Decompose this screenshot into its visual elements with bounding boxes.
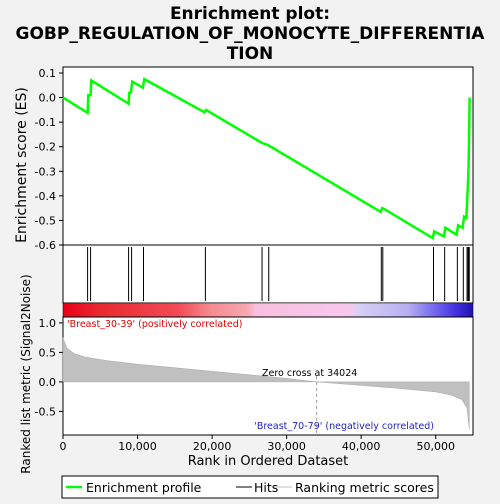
es-y-tick-label: 0.0 (39, 92, 57, 105)
x-tick-label: 30,000 (267, 440, 306, 453)
x-tick-label: 50,000 (416, 440, 455, 453)
legend-enrichment-profile: Enrichment profile (86, 480, 202, 495)
ranked-y-axis: 1.0 0.5 0.0 -0.5 (35, 317, 63, 418)
chart-title-line2: GOBP_REGULATION_OF_MONOCYTE_DIFFERENTIA (16, 24, 486, 44)
ranked-y-tick-label: 0.0 (39, 376, 57, 389)
x-tick-label: 20,000 (193, 440, 232, 453)
hits-markers (87, 247, 470, 301)
ranking-color-band (62, 302, 474, 318)
es-panel-background (62, 66, 474, 246)
es-y-tick-label: -0.1 (35, 116, 56, 129)
legend-ranking-metric-scores: Ranking metric scores (295, 480, 434, 495)
es-y-tick-label: -0.6 (35, 239, 56, 252)
x-tick-label: 10,000 (118, 440, 157, 453)
es-y-tick-label: -0.5 (35, 214, 56, 227)
x-axis-label: Rank in Ordered Dataset (188, 454, 349, 469)
es-y-tick-label: -0.4 (35, 190, 56, 203)
es-y-tick-label: -0.2 (35, 141, 56, 154)
zero-cross-label: Zero cross at 34024 (262, 368, 357, 379)
x-tick-label: 40,000 (342, 440, 381, 453)
es-y-tick-label: -0.3 (35, 165, 56, 178)
chart-title-line3: TION (227, 44, 274, 64)
x-tick-label: 0 (60, 440, 67, 453)
positive-correlation-label: 'Breast_30-39' (positively correlated) (67, 319, 243, 330)
chart-title-line1: Enrichment plot: (170, 4, 330, 24)
x-axis: 0 10,000 20,000 30,000 40,000 50,000 (60, 435, 455, 453)
hits-panel-background (62, 244, 474, 304)
legend-hits: Hits (254, 480, 278, 495)
es-y-axis-label: Enrichment score (ES) (14, 87, 30, 243)
ranking-metric-area (62, 337, 470, 430)
ranked-y-axis-label: Ranked list metric (Signal2Noise) (19, 274, 33, 473)
ranked-y-tick-label: -0.5 (35, 405, 56, 418)
enrichment-profile-line (62, 77, 471, 241)
negative-correlation-label: 'Breast_70-79' (negatively correlated) (254, 421, 434, 432)
ranked-y-tick-label: 0.5 (39, 346, 57, 359)
es-y-axis: 0.1 0.0 -0.1 -0.2 -0.3 -0.4 -0.5 -0.6 (35, 67, 63, 252)
es-y-tick-label: 0.1 (39, 67, 57, 80)
ranked-y-tick-label: 1.0 (39, 317, 57, 330)
